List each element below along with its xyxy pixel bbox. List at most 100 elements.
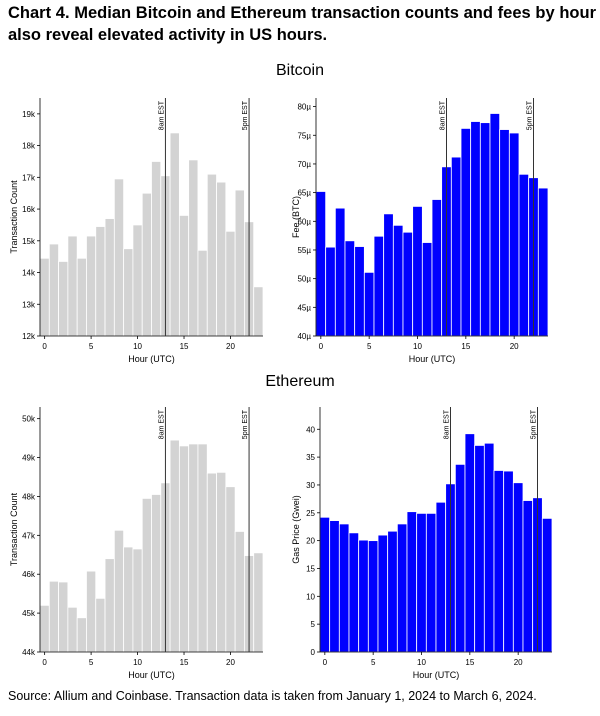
bar: [113, 178, 125, 337]
bar: [402, 231, 414, 337]
y-tick-label: 44k: [22, 648, 36, 657]
x-tick-label: 0: [319, 342, 324, 351]
bar: [151, 494, 162, 653]
y-tick-label: 18k: [22, 142, 36, 151]
bar: [508, 132, 520, 337]
bar: [169, 439, 180, 653]
x-tick-label: 0: [323, 658, 328, 667]
x-axis-label: Hour (UTC): [413, 670, 460, 680]
bar: [188, 443, 199, 653]
bar: [178, 445, 190, 653]
y-tick-label: 46k: [22, 570, 36, 579]
y-tick-label: 50k: [22, 415, 36, 424]
bar: [253, 552, 264, 653]
section-title-bitcoin: Bitcoin: [275, 62, 325, 79]
bar: [383, 213, 394, 337]
reference-line-label: 5pm EST: [527, 100, 534, 130]
y-tick-label: 60µ: [297, 217, 311, 226]
y-tick-label: 15: [306, 564, 315, 573]
bar: [460, 127, 472, 337]
bar: [151, 161, 162, 337]
y-tick-label: 16k: [22, 205, 36, 214]
x-tick-label: 20: [510, 342, 519, 351]
bar: [315, 191, 327, 337]
bar: [354, 246, 365, 337]
bar: [225, 486, 236, 653]
x-tick-label: 10: [413, 342, 422, 351]
bar: [132, 548, 143, 653]
bar: [113, 529, 125, 653]
x-tick-label: 20: [226, 658, 235, 667]
bar: [104, 558, 115, 653]
bitcoin-fee-chart: 40µ 45µ 50µ 55µ 60µ 65µ 70µ 75µ 80µ 0 5 10 15 20 8am E…: [291, 98, 549, 364]
y-tick-label: 75µ: [297, 131, 311, 140]
section-title-ethereum: Ethereum: [265, 373, 335, 390]
y-tick-label: 35: [306, 453, 315, 462]
bar: [499, 129, 510, 337]
bar: [363, 271, 375, 337]
bar: [425, 512, 437, 653]
ethereum-transaction-count-chart: 44k 45k 46k 47k 48k 49k 50k 0 5 10 15 20 8am EST 5pm …: [9, 407, 264, 680]
bar: [206, 173, 217, 337]
source-note: Source: Allium and Coinbase. Transaction…: [8, 689, 537, 703]
bar: [338, 523, 350, 653]
y-tick-label: 14k: [22, 269, 36, 278]
bar: [253, 286, 264, 337]
x-axis-label: Hour (UTC): [409, 354, 456, 364]
y-tick-label: 30: [306, 481, 315, 490]
bar: [39, 604, 50, 653]
chart-title: Chart 4. Median Bitcoin and Ethereum tra…: [8, 4, 596, 44]
x-tick-label: 5: [89, 342, 94, 351]
bar: [225, 230, 236, 337]
bar: [95, 226, 106, 337]
x-axis-label: Hour (UTC): [128, 354, 175, 364]
bar: [325, 246, 336, 337]
y-tick-label: 40: [306, 425, 315, 434]
bar: [541, 517, 553, 653]
y-tick-label: 47k: [22, 531, 36, 540]
y-tick-label: 65µ: [297, 189, 311, 198]
y-tick-label: 50µ: [297, 275, 311, 284]
bar: [86, 235, 97, 337]
y-tick-label: 80µ: [297, 103, 311, 112]
reference-line-label: 5pm EST: [242, 100, 249, 130]
bar: [58, 261, 69, 337]
bar: [67, 606, 78, 653]
x-tick-label: 15: [180, 342, 189, 351]
bar: [489, 113, 501, 337]
bar: [512, 482, 524, 653]
y-tick-label: 70µ: [297, 160, 311, 169]
x-tick-label: 15: [180, 658, 189, 667]
y-tick-label: 10: [306, 592, 315, 601]
bar: [141, 497, 152, 653]
reference-line-label: 8am EST: [158, 409, 165, 439]
bar: [367, 540, 379, 653]
bar: [474, 445, 485, 653]
bar: [234, 531, 245, 653]
bar: [464, 433, 476, 653]
x-tick-label: 0: [42, 658, 47, 667]
reference-line-label: 5pm EST: [242, 409, 249, 439]
y-tick-label: 25: [306, 509, 315, 518]
reference-line-label: 5pm EST: [531, 409, 538, 439]
x-tick-label: 5: [89, 658, 94, 667]
y-axis-label: Fee (BTC): [291, 196, 301, 238]
bar: [169, 132, 180, 337]
x-tick-label: 20: [226, 342, 235, 351]
y-tick-label: 17k: [22, 173, 36, 182]
bar: [319, 516, 331, 653]
bar: [435, 501, 447, 653]
x-tick-label: 0: [42, 342, 47, 351]
bar: [216, 471, 227, 653]
bar: [216, 181, 227, 337]
bar: [387, 530, 398, 653]
x-axis-label: Hour (UTC): [128, 670, 175, 680]
bar: [334, 207, 346, 337]
y-tick-label: 20: [306, 537, 315, 546]
y-tick-label: 45k: [22, 609, 36, 618]
y-tick-label: 48k: [22, 492, 36, 501]
bar: [518, 173, 530, 337]
bar: [358, 539, 369, 653]
bar: [373, 235, 385, 337]
bar: [48, 580, 59, 653]
